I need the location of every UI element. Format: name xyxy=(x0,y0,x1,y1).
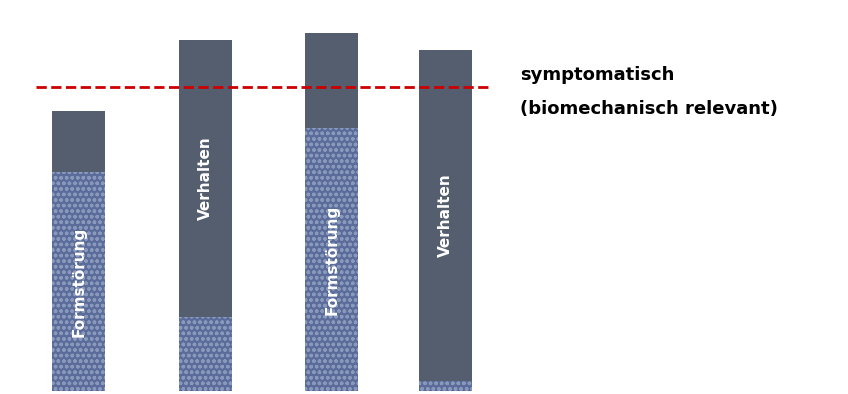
Bar xyxy=(52,111,105,172)
Bar xyxy=(419,50,472,381)
Bar xyxy=(52,172,105,391)
Bar xyxy=(305,128,358,391)
Text: symptomatisch: symptomatisch xyxy=(520,67,674,84)
Bar xyxy=(419,381,472,391)
Text: Formstörung: Formstörung xyxy=(324,204,339,315)
Text: Verhalten: Verhalten xyxy=(438,174,453,257)
Text: Verhalten: Verhalten xyxy=(198,137,213,220)
Text: (biomechanisch relevant): (biomechanisch relevant) xyxy=(520,100,778,118)
Bar xyxy=(305,33,358,128)
Text: Formstörung: Formstörung xyxy=(71,226,86,336)
Bar xyxy=(179,40,232,317)
Bar xyxy=(52,172,105,391)
Bar xyxy=(419,381,472,391)
Bar xyxy=(179,317,232,391)
Bar xyxy=(179,317,232,391)
Bar xyxy=(305,128,358,391)
